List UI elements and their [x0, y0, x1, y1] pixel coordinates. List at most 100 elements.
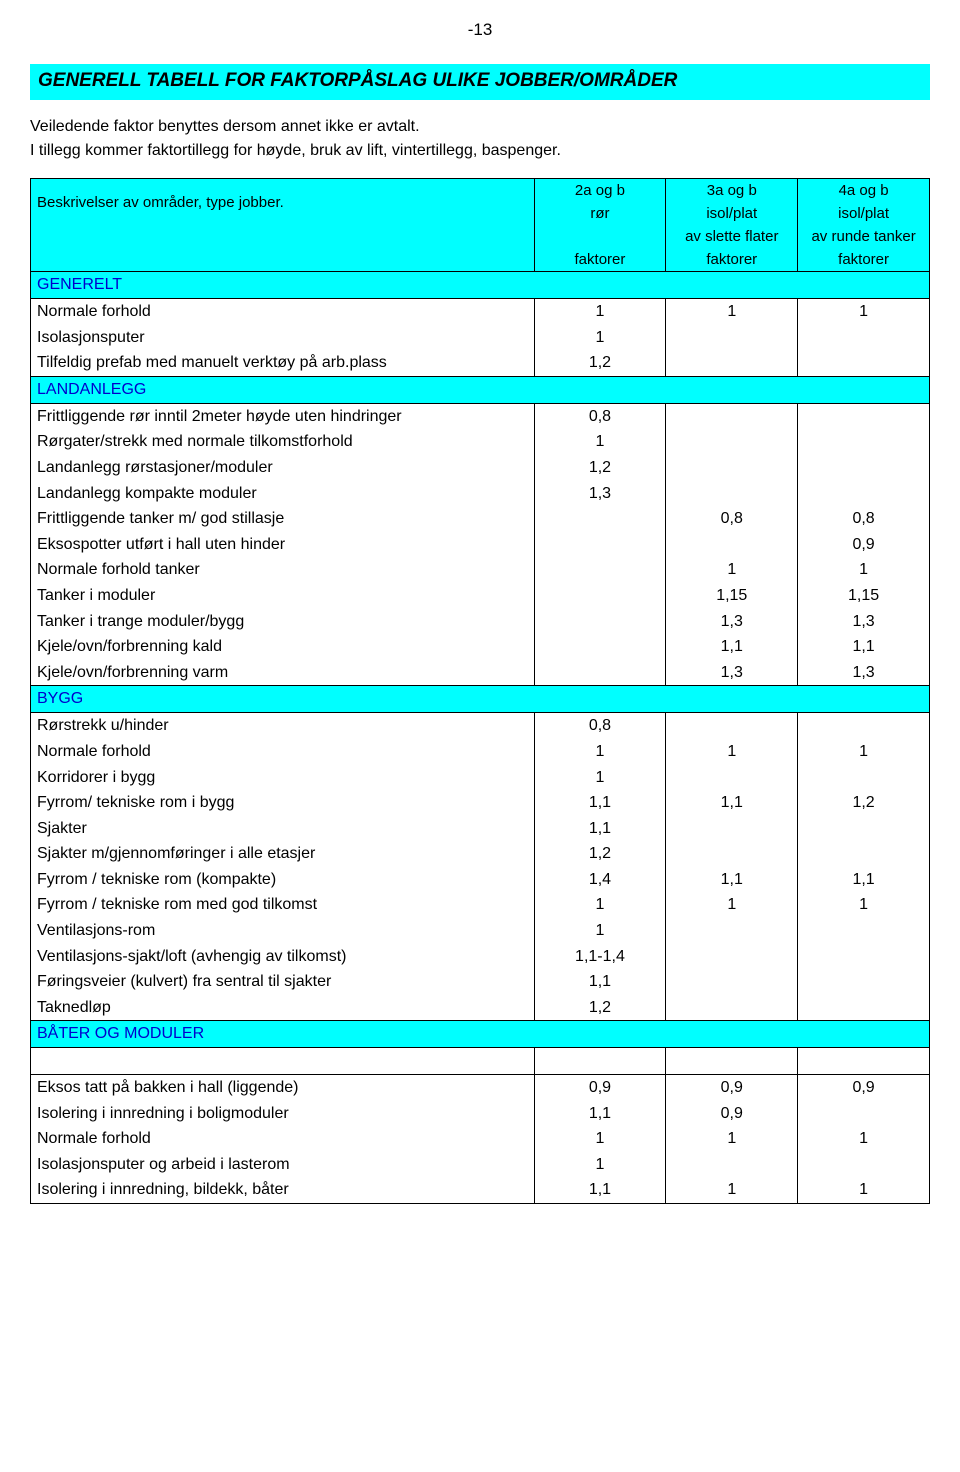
- row-value: [666, 481, 798, 507]
- row-value: 1: [798, 557, 930, 583]
- row-desc: Normale forhold tanker: [31, 557, 535, 583]
- row-desc: Rørgater/strekk med normale tilkomstforh…: [31, 429, 535, 455]
- row-value: 1: [798, 1177, 930, 1203]
- header-col3-bot: faktorer: [798, 248, 930, 272]
- row-desc: Tanker i trange moduler/bygg: [31, 609, 535, 635]
- row-value: 1,1: [666, 634, 798, 660]
- section-title: BYGG: [31, 686, 930, 713]
- row-desc: Fyrrom / tekniske rom med god tilkomst: [31, 892, 535, 918]
- header-col2-top: 3a og b: [666, 179, 798, 203]
- row-value: 1: [666, 892, 798, 918]
- row-value: 1,3: [666, 609, 798, 635]
- row-value: 1,2: [534, 455, 666, 481]
- row-value: 1: [534, 765, 666, 791]
- header-blank: [31, 225, 535, 248]
- row-desc: Fyrrom/ tekniske rom i bygg: [31, 790, 535, 816]
- row-desc: Normale forhold: [31, 1126, 535, 1152]
- row-value: [798, 969, 930, 995]
- row-desc: Eksospotter utført i hall uten hinder: [31, 532, 535, 558]
- row-value: 1: [534, 892, 666, 918]
- header-col3-mid2: av runde tanker: [798, 225, 930, 248]
- row-value: 1,4: [534, 867, 666, 893]
- row-value: 1,1: [798, 867, 930, 893]
- row-value: [666, 403, 798, 429]
- row-desc: Tilfeldig prefab med manuelt verktøy på …: [31, 350, 535, 376]
- row-value: [534, 634, 666, 660]
- row-value: 0,9: [798, 1075, 930, 1101]
- row-value: [666, 455, 798, 481]
- header-col3-mid: isol/plat: [798, 202, 930, 225]
- header-blank: [31, 248, 535, 272]
- row-desc: Ventilasjons-sjakt/loft (avhengig av til…: [31, 944, 535, 970]
- row-value: 1: [534, 739, 666, 765]
- row-desc: Eksos tatt på bakken i hall (liggende): [31, 1075, 535, 1101]
- row-value: [534, 583, 666, 609]
- row-value: 1,1: [534, 1101, 666, 1127]
- row-value: 1,3: [798, 609, 930, 635]
- row-desc: Isolasjonsputer: [31, 325, 535, 351]
- factor-table: Beskrivelser av områder, type jobber. 2a…: [30, 178, 930, 1204]
- row-value: 1: [666, 1177, 798, 1203]
- row-value: [666, 429, 798, 455]
- row-value: 1,1: [666, 867, 798, 893]
- page-title-bar: GENERELL TABELL FOR FAKTORPÅSLAG ULIKE J…: [30, 64, 930, 100]
- row-value: 1: [798, 299, 930, 325]
- header-col2-mid2: av slette flater: [666, 225, 798, 248]
- row-value: 1: [666, 299, 798, 325]
- row-value: [798, 995, 930, 1021]
- row-desc: Kjele/ovn/forbrenning kald: [31, 634, 535, 660]
- row-value: [798, 1101, 930, 1127]
- row-value: 1,15: [666, 583, 798, 609]
- row-value: 0,9: [666, 1075, 798, 1101]
- intro-line-1: Veiledende faktor benyttes dersom annet …: [30, 118, 930, 136]
- section-title: BÅTER OG MODULER: [31, 1021, 930, 1048]
- row-value: [666, 969, 798, 995]
- row-value: 1,1-1,4: [534, 944, 666, 970]
- row-value: [666, 944, 798, 970]
- row-value: 1,2: [534, 841, 666, 867]
- row-desc: Taknedløp: [31, 995, 535, 1021]
- row-desc: Normale forhold: [31, 739, 535, 765]
- row-value: 1,1: [666, 790, 798, 816]
- row-value: [666, 841, 798, 867]
- row-value: 1,15: [798, 583, 930, 609]
- row-desc: Landanlegg kompakte moduler: [31, 481, 535, 507]
- row-value: 1: [666, 557, 798, 583]
- row-desc: Isolering i innredning, bildekk, båter: [31, 1177, 535, 1203]
- row-value: 0,9: [798, 532, 930, 558]
- row-desc: Normale forhold: [31, 299, 535, 325]
- header-col1-top: 2a og b: [534, 179, 666, 203]
- row-desc: Føringsveier (kulvert) fra sentral til s…: [31, 969, 535, 995]
- row-value: [666, 918, 798, 944]
- row-value: [666, 765, 798, 791]
- blank-cell: [666, 1048, 798, 1075]
- row-value: 1,3: [534, 481, 666, 507]
- row-value: [666, 713, 798, 739]
- row-desc: Fyrrom / tekniske rom (kompakte): [31, 867, 535, 893]
- blank-cell: [534, 1048, 666, 1075]
- row-desc: Frittliggende tanker m/ god stillasje: [31, 506, 535, 532]
- row-value: [798, 325, 930, 351]
- header-desc-label: Beskrivelser av områder, type jobber.: [31, 179, 535, 226]
- row-value: 0,8: [534, 713, 666, 739]
- row-value: 1: [534, 1126, 666, 1152]
- blank-cell: [798, 1048, 930, 1075]
- row-value: 1: [666, 1126, 798, 1152]
- row-value: [534, 506, 666, 532]
- section-title: GENERELT: [31, 272, 930, 299]
- header-col2-mid: isol/plat: [666, 202, 798, 225]
- row-desc: Korridorer i bygg: [31, 765, 535, 791]
- row-value: [798, 1152, 930, 1178]
- row-desc: Landanlegg rørstasjoner/moduler: [31, 455, 535, 481]
- row-value: 1,1: [798, 634, 930, 660]
- row-value: 1,1: [534, 816, 666, 842]
- row-desc: Sjakter m/gjennomføringer i alle etasjer: [31, 841, 535, 867]
- row-value: 0,9: [666, 1101, 798, 1127]
- row-value: 1: [798, 892, 930, 918]
- header-col1-mid: rør: [534, 202, 666, 225]
- row-value: 1,3: [666, 660, 798, 686]
- row-desc: Sjakter: [31, 816, 535, 842]
- row-value: 0,8: [666, 506, 798, 532]
- row-value: 1,3: [798, 660, 930, 686]
- row-desc: Isolering i innredning i boligmoduler: [31, 1101, 535, 1127]
